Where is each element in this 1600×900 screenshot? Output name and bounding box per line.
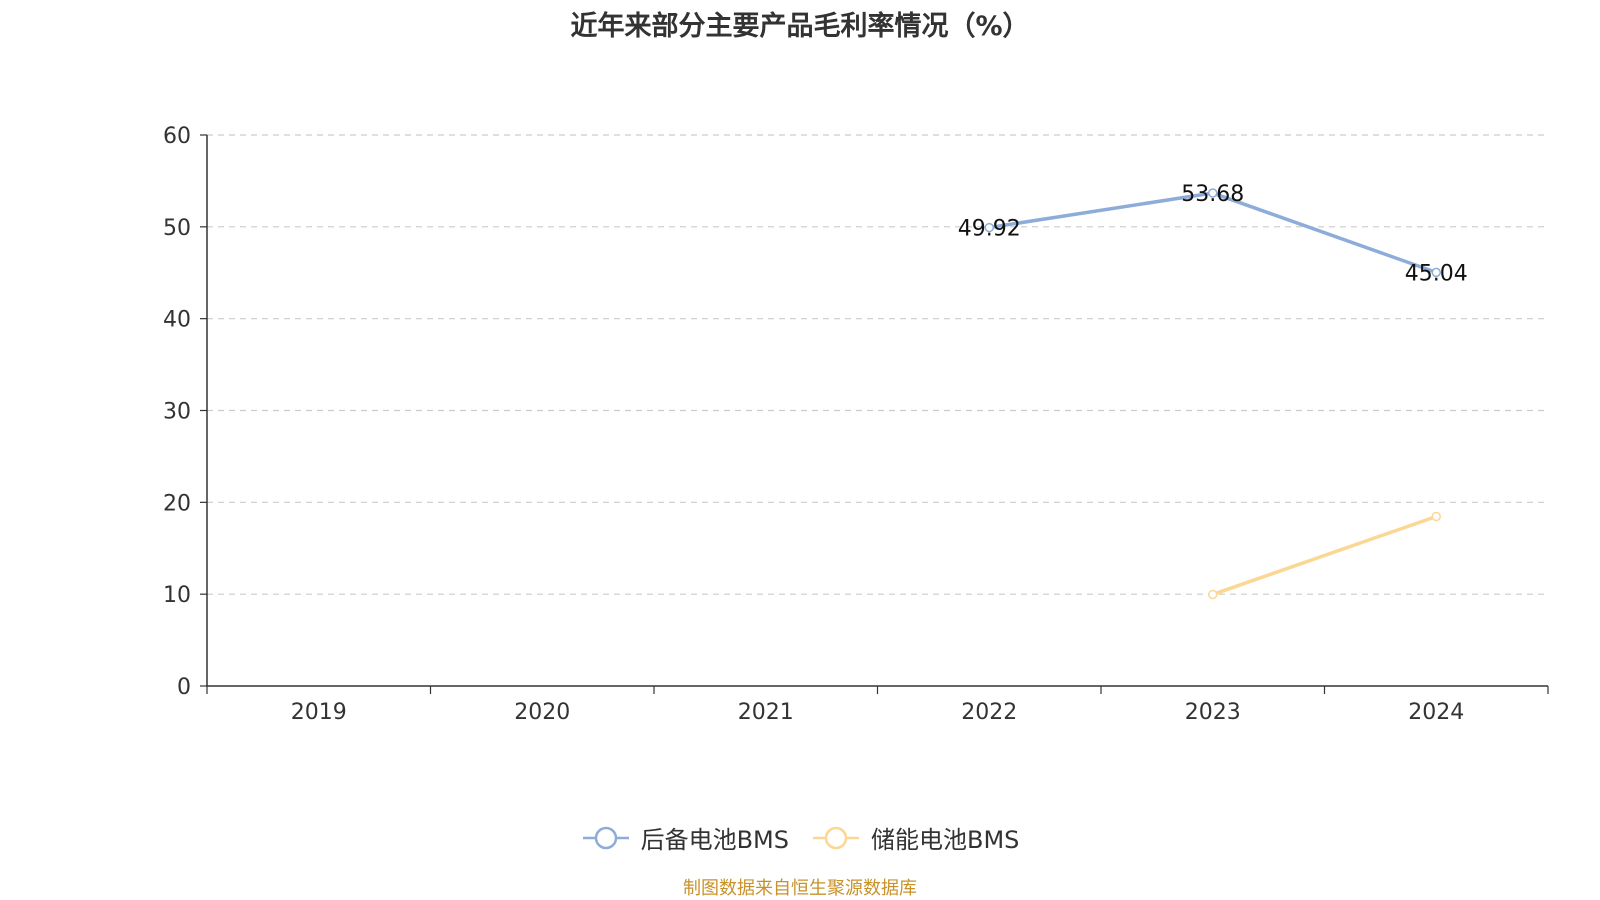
source-note: 制图数据来自恒生聚源数据库 bbox=[683, 878, 917, 899]
legend-label: 储能电池BMS bbox=[871, 826, 1020, 854]
y-tick-label: 40 bbox=[163, 308, 191, 333]
label-layer: 49.92 53.68 45.04 bbox=[958, 182, 1468, 286]
data-label: 45.04 bbox=[1405, 261, 1468, 286]
data-label: 53.68 bbox=[1181, 182, 1244, 207]
legend-circle bbox=[824, 826, 848, 849]
x-tick-label: 2019 bbox=[291, 700, 347, 725]
legend: 后备电池BMS 储能电池BMS bbox=[0, 820, 1600, 855]
y-tick-label: 50 bbox=[163, 216, 191, 241]
series-line-2 bbox=[1212, 514, 1437, 597]
x-tick-label: 2024 bbox=[1408, 700, 1464, 725]
y-tick-label: 60 bbox=[163, 124, 191, 149]
legend-item-1[interactable]: 后备电池BMS bbox=[581, 820, 789, 855]
series-layer bbox=[984, 188, 1441, 600]
grid-layer bbox=[207, 134, 1548, 595]
data-point bbox=[984, 222, 994, 233]
data-point bbox=[1208, 589, 1218, 600]
legend-marker-icon bbox=[813, 826, 859, 849]
x-tick-label: 2021 bbox=[738, 700, 794, 725]
y-tick-label: 20 bbox=[163, 491, 191, 516]
legend-label: 后备电池BMS bbox=[640, 826, 789, 854]
y-tick-label: 30 bbox=[163, 400, 191, 425]
data-point bbox=[1431, 267, 1441, 278]
data-point bbox=[1431, 511, 1441, 522]
legend-item-2[interactable]: 储能电池BMS bbox=[811, 820, 1019, 855]
x-tick-label: 2020 bbox=[514, 700, 570, 725]
x-tick-label: 2023 bbox=[1185, 700, 1241, 725]
y-tick-label: 10 bbox=[163, 583, 191, 608]
chart-title: 近年来部分主要产品毛利率情况（%） bbox=[570, 11, 1030, 42]
legend-marker-icon bbox=[582, 826, 629, 849]
data-label: 49.92 bbox=[958, 217, 1021, 242]
axis-layer: 0 10 20 30 40 50 60 2019 2020 2021 2022 2023 2024 bbox=[163, 124, 1549, 725]
y-tick-label: 0 bbox=[177, 675, 191, 700]
x-tick-label: 2022 bbox=[961, 700, 1017, 725]
data-point bbox=[1208, 188, 1218, 198]
legend-circle bbox=[594, 826, 617, 849]
